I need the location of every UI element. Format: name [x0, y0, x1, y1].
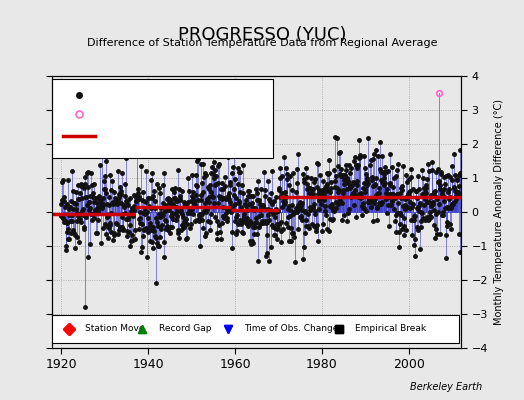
Text: Record Gap: Record Gap	[159, 324, 211, 334]
Y-axis label: Monthly Temperature Anomaly Difference (°C): Monthly Temperature Anomaly Difference (…	[494, 99, 504, 325]
FancyBboxPatch shape	[50, 315, 459, 342]
Text: Time of Obs. Change: Time of Obs. Change	[245, 324, 339, 334]
Text: Station Move: Station Move	[85, 324, 145, 334]
Text: Station Move: Station Move	[85, 324, 145, 334]
Text: Berkeley Earth: Berkeley Earth	[410, 382, 482, 392]
Text: Difference from Regional Average: Difference from Regional Average	[104, 90, 268, 100]
Text: Time of Obs. Change: Time of Obs. Change	[245, 324, 339, 334]
Text: PROGRESSO (YUC): PROGRESSO (YUC)	[178, 26, 346, 44]
Text: Quality Control Failed: Quality Control Failed	[104, 109, 208, 119]
Text: Empirical Break: Empirical Break	[355, 324, 426, 334]
Text: Record Gap: Record Gap	[159, 324, 211, 334]
Text: Estimated Station Mean Bias: Estimated Station Mean Bias	[104, 131, 244, 141]
Text: Empirical Break: Empirical Break	[355, 324, 426, 334]
Text: Difference of Station Temperature Data from Regional Average: Difference of Station Temperature Data f…	[87, 38, 437, 48]
FancyBboxPatch shape	[52, 79, 273, 158]
